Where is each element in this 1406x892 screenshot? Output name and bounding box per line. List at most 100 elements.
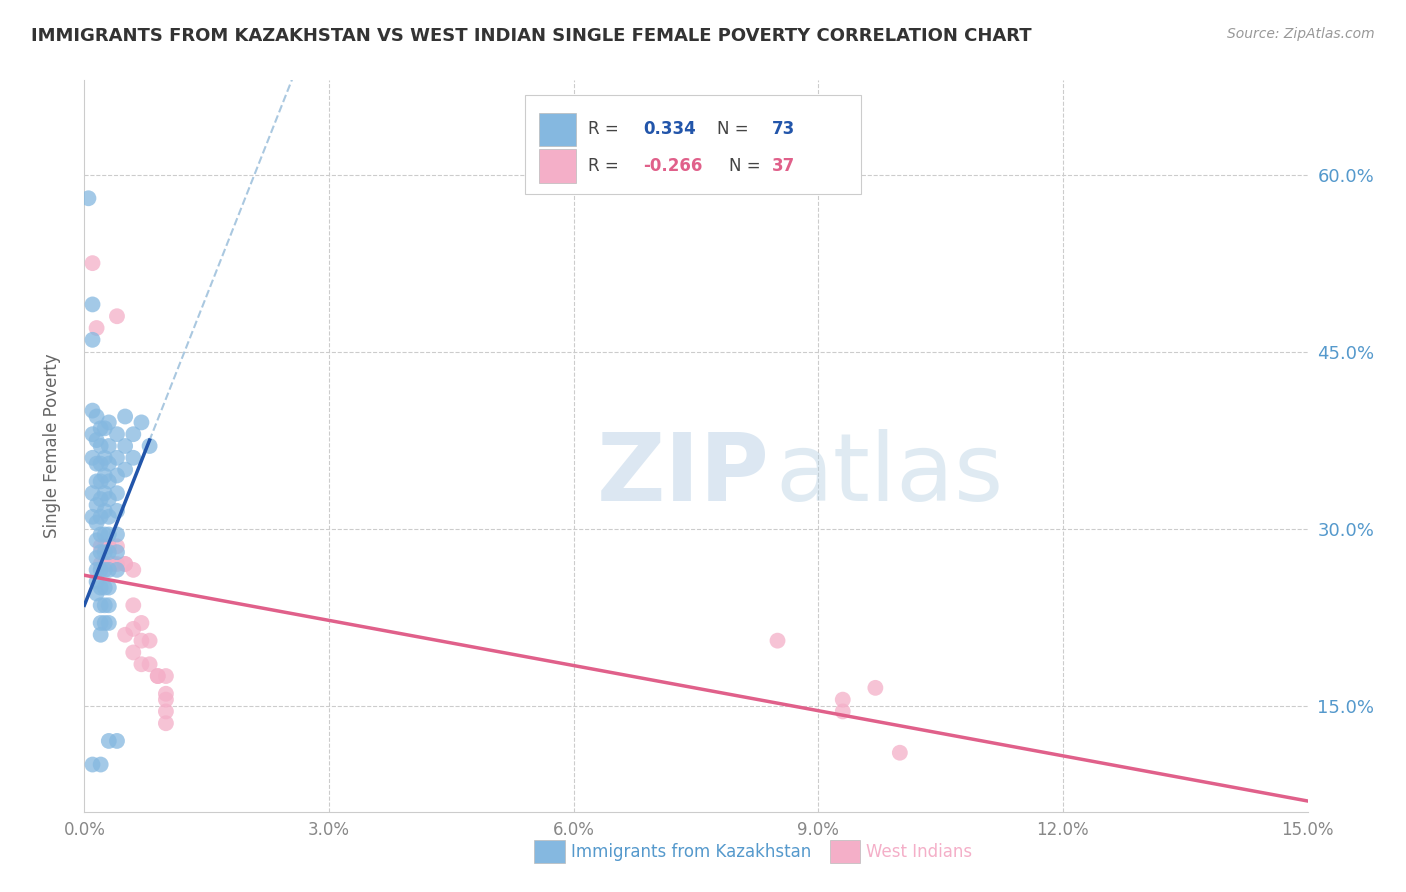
- Point: [97, 539, 120, 553]
- Point: [93, 421, 115, 435]
- Point: [114, 462, 136, 476]
- Bar: [524, 95, 860, 194]
- Point: [90, 599, 112, 613]
- Text: -0.266: -0.266: [644, 157, 703, 175]
- Point: [155, 705, 177, 719]
- Point: [131, 416, 153, 430]
- Point: [97, 563, 120, 577]
- Point: [105, 545, 128, 559]
- Point: [93, 581, 115, 595]
- Point: [90, 421, 112, 435]
- Point: [97, 581, 120, 595]
- Point: [122, 427, 145, 442]
- Point: [105, 427, 128, 442]
- Point: [97, 599, 120, 613]
- Point: [122, 599, 145, 613]
- Bar: [540, 149, 576, 183]
- Text: 37: 37: [772, 157, 794, 175]
- Point: [90, 581, 112, 595]
- Point: [97, 475, 120, 489]
- Point: [114, 628, 136, 642]
- Point: [114, 439, 136, 453]
- Point: [155, 687, 177, 701]
- Point: [131, 633, 153, 648]
- Point: [766, 633, 789, 648]
- Point: [86, 551, 108, 566]
- Point: [93, 563, 115, 577]
- Point: [122, 622, 145, 636]
- Text: R =: R =: [588, 157, 624, 175]
- Point: [90, 563, 112, 577]
- Point: [889, 746, 911, 760]
- Point: [97, 539, 120, 553]
- Point: [146, 669, 169, 683]
- Point: [865, 681, 887, 695]
- Point: [831, 692, 853, 706]
- Point: [97, 545, 120, 559]
- Point: [105, 450, 128, 465]
- Point: [105, 310, 128, 324]
- Point: [93, 557, 115, 571]
- Bar: [540, 112, 576, 146]
- Point: [82, 509, 104, 524]
- Point: [122, 645, 145, 659]
- Point: [82, 450, 104, 465]
- Point: [86, 475, 108, 489]
- Point: [131, 615, 153, 630]
- Point: [105, 504, 128, 518]
- Point: [97, 527, 120, 541]
- Text: atlas: atlas: [776, 429, 1004, 521]
- Point: [93, 527, 115, 541]
- Point: [114, 557, 136, 571]
- Point: [82, 297, 104, 311]
- Point: [90, 509, 112, 524]
- Point: [93, 450, 115, 465]
- Point: [105, 734, 128, 748]
- Point: [105, 557, 128, 571]
- Point: [86, 586, 108, 600]
- Text: IMMIGRANTS FROM KAZAKHSTAN VS WEST INDIAN SINGLE FEMALE POVERTY CORRELATION CHAR: IMMIGRANTS FROM KAZAKHSTAN VS WEST INDIA…: [31, 27, 1032, 45]
- Text: N =: N =: [717, 120, 754, 138]
- Point: [122, 563, 145, 577]
- Point: [86, 498, 108, 512]
- Point: [114, 557, 136, 571]
- Point: [146, 669, 169, 683]
- Point: [93, 504, 115, 518]
- Point: [97, 509, 120, 524]
- Text: 73: 73: [772, 120, 794, 138]
- Point: [86, 533, 108, 548]
- Text: N =: N =: [728, 157, 766, 175]
- Text: ZIP: ZIP: [596, 429, 769, 521]
- Point: [77, 191, 100, 205]
- Point: [90, 615, 112, 630]
- Point: [105, 527, 128, 541]
- Point: [155, 692, 177, 706]
- Point: [138, 439, 160, 453]
- Point: [155, 669, 177, 683]
- Text: Immigrants from Kazakhstan: Immigrants from Kazakhstan: [571, 843, 811, 861]
- Point: [138, 633, 160, 648]
- Point: [97, 615, 120, 630]
- Text: West Indians: West Indians: [866, 843, 972, 861]
- Point: [122, 450, 145, 465]
- Point: [86, 433, 108, 447]
- Point: [97, 734, 120, 748]
- Point: [90, 757, 112, 772]
- Point: [93, 545, 115, 559]
- Text: 0.334: 0.334: [644, 120, 696, 138]
- Point: [82, 427, 104, 442]
- Text: Source: ZipAtlas.com: Source: ZipAtlas.com: [1227, 27, 1375, 41]
- Point: [90, 557, 112, 571]
- Point: [86, 574, 108, 589]
- Point: [86, 563, 108, 577]
- Point: [105, 468, 128, 483]
- Point: [93, 599, 115, 613]
- Point: [114, 409, 136, 424]
- Point: [86, 516, 108, 530]
- Point: [90, 457, 112, 471]
- Point: [90, 628, 112, 642]
- Y-axis label: Single Female Poverty: Single Female Poverty: [42, 354, 60, 538]
- Point: [131, 657, 153, 672]
- Point: [93, 486, 115, 500]
- Point: [90, 439, 112, 453]
